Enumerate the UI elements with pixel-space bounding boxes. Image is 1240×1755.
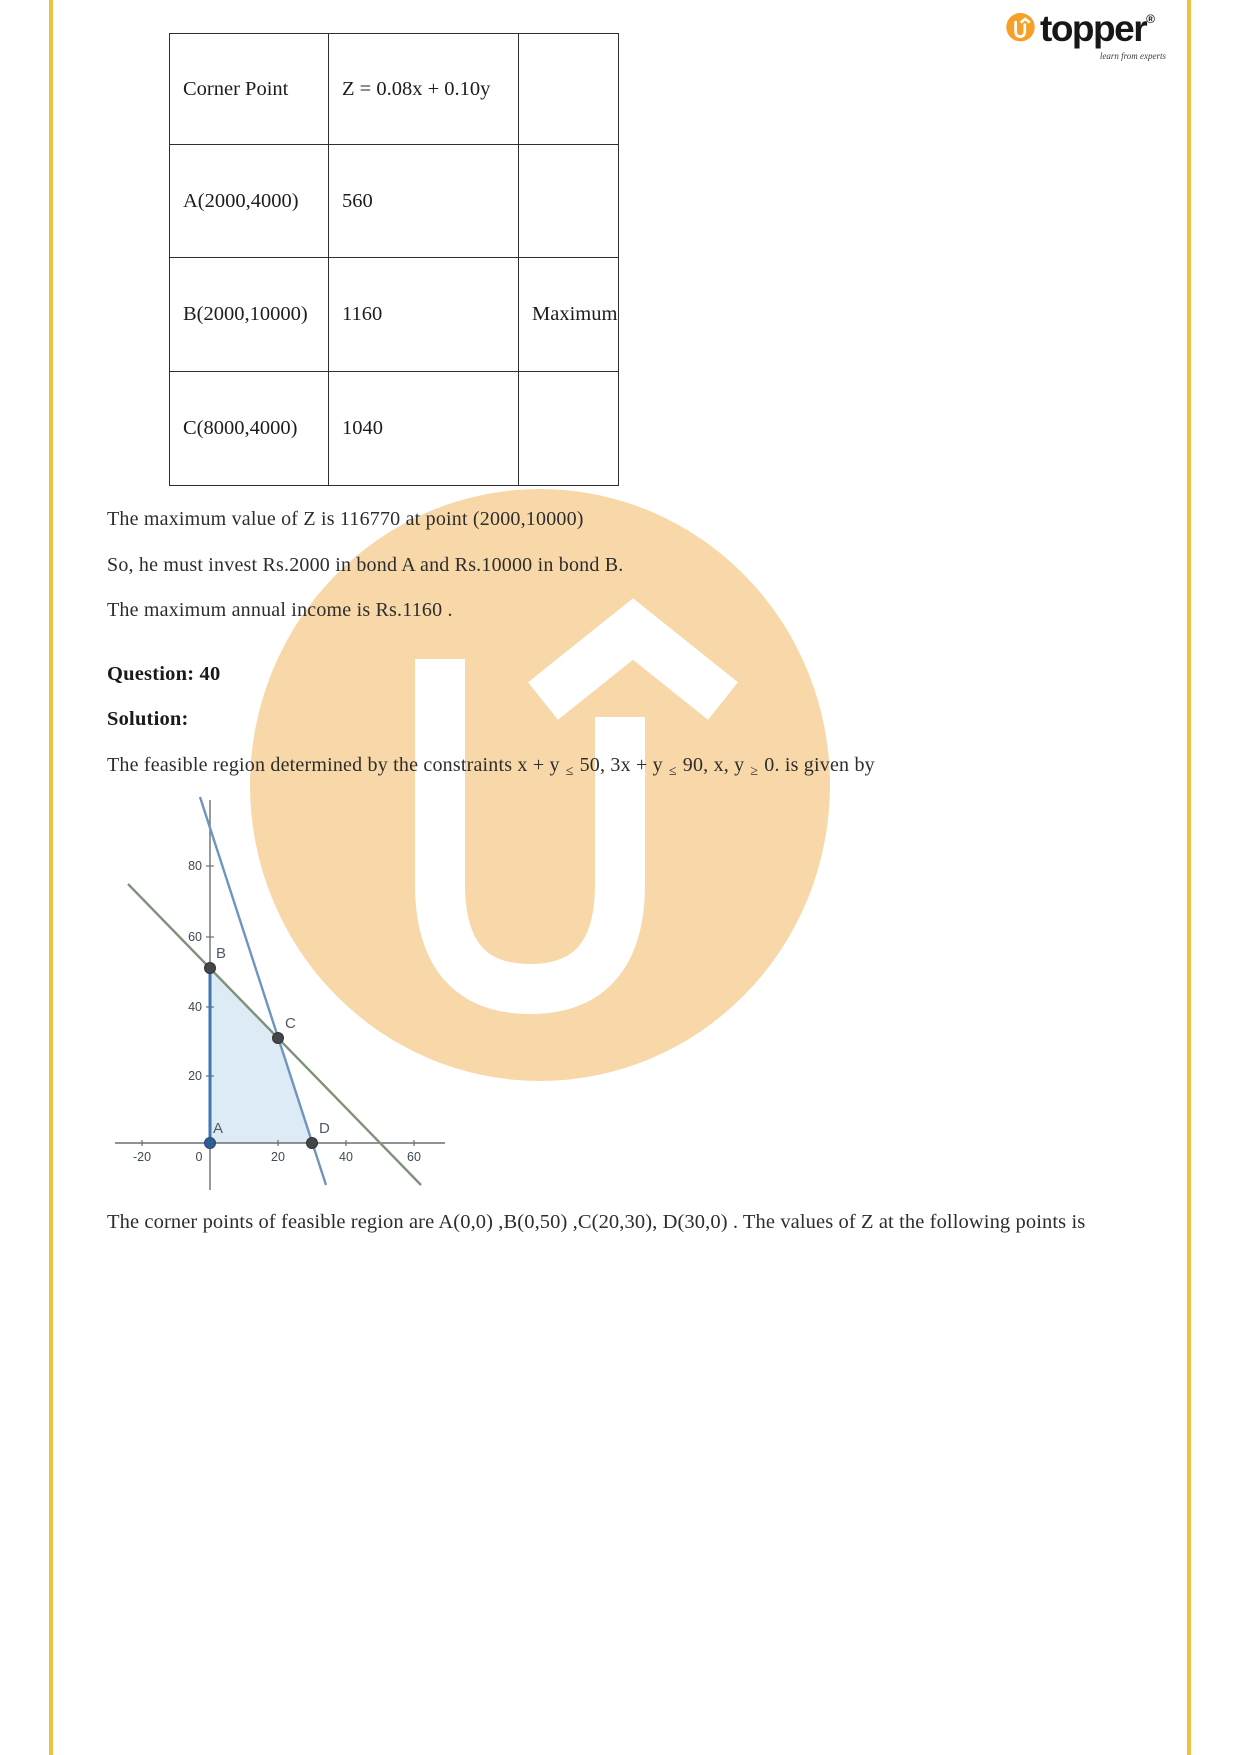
feasible-region-graph: A B C D 80 60 40 20 -20 0 20 40 60 <box>115 795 445 1190</box>
utopper-watermark <box>250 489 830 1081</box>
cell-point: B(2000,10000) <box>169 257 329 372</box>
y-tick-60: 60 <box>188 930 202 944</box>
solution-heading: Solution: <box>107 708 189 730</box>
watermark-u-glyph <box>415 659 645 1015</box>
watermark-circle <box>250 489 830 1081</box>
logo-arrow-icon <box>1019 17 1031 24</box>
x-tick-0: 0 <box>196 1150 203 1164</box>
invest-line: So, he must invest Rs.2000 in bond A and… <box>107 554 624 576</box>
watermark-arrow-icon <box>528 598 738 720</box>
header-corner-point: Corner Point <box>169 33 329 145</box>
cell-z: 1040 <box>328 371 519 486</box>
x-tick-40: 40 <box>339 1150 353 1164</box>
income-line: The maximum annual income is Rs.1160 . <box>107 599 453 621</box>
cell-note <box>518 371 619 486</box>
point-b-label: B <box>216 945 226 962</box>
table-row: A(2000,4000) 560 <box>169 144 619 258</box>
lte-symbol: ≤ <box>668 764 677 779</box>
brand-tagline: learn from experts <box>1099 51 1166 61</box>
point-a-dot <box>204 1137 216 1149</box>
cell-point: C(8000,4000) <box>169 371 329 486</box>
cell-note: Maximum <box>518 257 619 372</box>
header-note <box>518 33 619 145</box>
constraints-text: 50, 3x + y <box>579 754 663 776</box>
constraints-text: 0. is given by <box>764 754 875 776</box>
line-3x-plus-y-90 <box>198 796 328 1186</box>
lte-symbol: ≤ <box>565 764 574 779</box>
header-objective: Z = 0.08x + 0.10y <box>328 33 519 145</box>
gte-symbol: ≥ <box>750 764 759 779</box>
brand-name: topper <box>1040 8 1148 49</box>
corner-points-paragraph: The corner points of feasible region are… <box>107 1211 1086 1233</box>
left-page-border <box>49 0 53 1755</box>
point-a-label: A <box>213 1120 223 1137</box>
logo-u-glyph <box>1014 21 1027 38</box>
table-row: C(8000,4000) 1040 <box>169 371 619 486</box>
corner-point-table: Corner Point Z = 0.08x + 0.10y A(2000,40… <box>169 33 619 486</box>
question-heading: Question: 40 <box>107 663 221 685</box>
y-tick-40: 40 <box>188 1000 202 1014</box>
brand-wordmark: topper® <box>1040 10 1155 47</box>
constraints-text: 90, x, y <box>682 754 745 776</box>
cell-point: A(2000,4000) <box>169 144 329 258</box>
cell-z: 1160 <box>328 257 519 372</box>
point-d-label: D <box>319 1120 330 1137</box>
x-tick-60: 60 <box>407 1150 421 1164</box>
cell-z: 560 <box>328 144 519 258</box>
right-page-border <box>1187 0 1191 1755</box>
y-tick-80: 80 <box>188 859 202 873</box>
point-b-dot <box>204 962 216 974</box>
point-c-dot <box>272 1032 284 1044</box>
utopper-logo-icon <box>1006 13 1035 42</box>
point-c-label: C <box>285 1015 296 1032</box>
table-row: B(2000,10000) 1160 Maximum <box>169 257 619 372</box>
max-value-line: The maximum value of Z is 116770 at poin… <box>107 508 584 530</box>
x-tick-neg20: -20 <box>133 1150 151 1164</box>
constraints-text: The feasible region determined by the co… <box>107 754 560 776</box>
y-tick-20: 20 <box>188 1069 202 1083</box>
constraints-line: The feasible region determined by the co… <box>107 754 875 780</box>
feasible-region-shade <box>210 968 312 1143</box>
x-tick-20: 20 <box>271 1150 285 1164</box>
cell-note <box>518 144 619 258</box>
table-header-row: Corner Point Z = 0.08x + 0.10y <box>169 33 619 145</box>
point-d-dot <box>306 1137 318 1149</box>
registered-mark: ® <box>1146 12 1155 26</box>
